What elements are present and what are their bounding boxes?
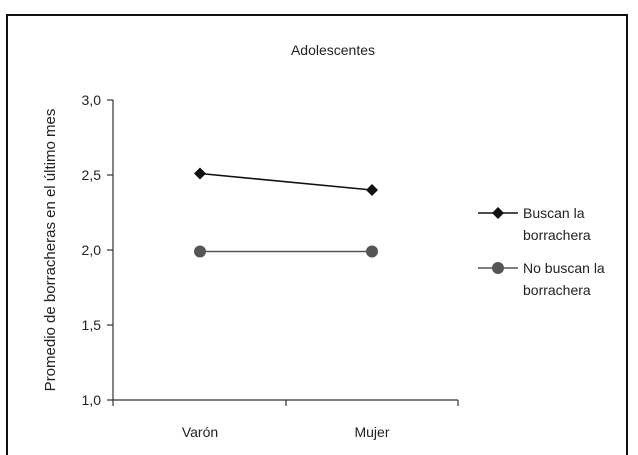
data-point-series-1 xyxy=(194,167,206,180)
legend-label-1: Buscan la xyxy=(523,205,585,221)
legend-marker-1 xyxy=(492,207,504,219)
data-point-series-1 xyxy=(366,184,378,196)
legend-marker-2 xyxy=(492,262,504,274)
legend-label-2: borrachera xyxy=(523,282,591,298)
frame-right-border xyxy=(626,14,628,455)
series-line-1 xyxy=(199,172,373,191)
legend-label-1: borrachera xyxy=(523,227,591,243)
y-axis-label: Promedio de borracheras en el último mes xyxy=(42,109,59,392)
x-tick-label: Mujer xyxy=(354,424,389,440)
data-point-series-2 xyxy=(194,245,206,258)
y-tick-label: 1,5 xyxy=(82,317,102,333)
legend-label-2: No buscan la xyxy=(523,260,605,276)
x-tick-label: Varón xyxy=(182,424,218,440)
frame-top-border xyxy=(6,14,628,16)
y-tick-label: 3,0 xyxy=(82,92,102,108)
frame-left-border xyxy=(6,14,8,455)
y-tick-label: 2,0 xyxy=(82,242,102,258)
data-point-series-2 xyxy=(366,245,378,258)
y-tick-label: 1,0 xyxy=(82,392,102,408)
y-tick-label: 2,5 xyxy=(82,167,102,183)
chart-title: Adolescentes xyxy=(291,42,375,58)
